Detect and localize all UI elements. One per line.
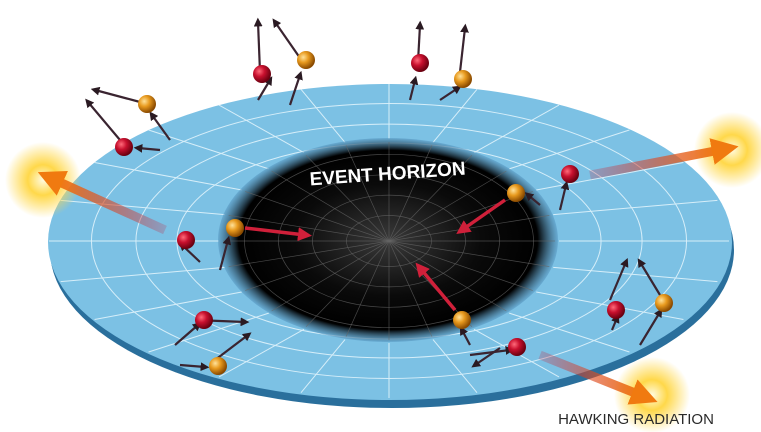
pair-arrow xyxy=(257,76,273,101)
horizon-spoke xyxy=(305,240,390,327)
horizon-spoke xyxy=(228,240,390,267)
red-particle xyxy=(115,138,133,156)
radiation-beam xyxy=(538,350,658,405)
pair-arrow xyxy=(90,86,141,104)
pair-arrow xyxy=(459,326,471,346)
hawking-radiation-label: HAWKING RADIATION xyxy=(558,411,714,428)
grid-spoke xyxy=(509,129,630,170)
horizon-spoke xyxy=(388,191,533,242)
horizon-spoke xyxy=(305,155,390,242)
grid-spoke xyxy=(553,266,718,283)
pair-arrow xyxy=(608,257,629,301)
particles xyxy=(5,17,761,432)
pair-arrow xyxy=(524,192,541,206)
pair-arrow xyxy=(610,313,620,331)
horizon-ring xyxy=(346,215,432,267)
horizon-spoke xyxy=(388,240,507,312)
horizon-spoke xyxy=(388,170,507,242)
pair-arrow xyxy=(408,75,419,101)
grid-spoke xyxy=(300,89,346,143)
grid-spoke xyxy=(218,104,305,154)
horizon-spoke xyxy=(271,240,390,312)
infall-arrow xyxy=(456,198,507,235)
horizon-spoke xyxy=(388,155,473,242)
radiation-beam xyxy=(37,171,167,235)
pair-arrow xyxy=(174,322,202,346)
grid-spoke xyxy=(94,162,242,191)
horizon-ring xyxy=(312,194,466,288)
pair-arrow xyxy=(179,362,210,372)
radiation-beam xyxy=(589,138,739,180)
grid-spoke xyxy=(60,199,225,216)
grid-spoke xyxy=(509,312,630,353)
horizon-ring xyxy=(278,174,500,308)
pair-arrow xyxy=(288,70,303,106)
horizon-spoke xyxy=(388,240,433,337)
grid-spoke xyxy=(218,328,305,378)
orange-particle xyxy=(226,219,244,237)
grid-spoke xyxy=(432,89,478,143)
red-particle xyxy=(607,301,625,319)
pair-arrow xyxy=(458,23,469,73)
disk-grid xyxy=(49,84,729,398)
horizon-spoke xyxy=(245,191,390,242)
pair-arrow xyxy=(272,18,301,59)
radiation-glow xyxy=(5,142,81,218)
orange-particle xyxy=(209,357,227,375)
horizon-ring xyxy=(244,153,534,329)
orange-particle xyxy=(507,184,525,202)
pair-arrow xyxy=(149,111,171,141)
pair-arrow xyxy=(469,346,515,357)
grid-spoke xyxy=(60,266,225,283)
red-particle xyxy=(561,165,579,183)
pair-arrow xyxy=(85,98,121,141)
infall-arrow xyxy=(244,226,312,242)
orange-particle xyxy=(454,70,472,88)
grid-spoke xyxy=(553,199,718,216)
orange-particle xyxy=(297,51,315,69)
horizon-spoke xyxy=(388,145,433,242)
grid-spoke xyxy=(432,339,478,393)
grid-spoke xyxy=(94,291,242,320)
red-particle xyxy=(411,54,429,72)
orange-particle xyxy=(655,294,673,312)
orange-particle xyxy=(453,311,471,329)
pair-arrow xyxy=(218,235,232,271)
red-particle xyxy=(195,311,213,329)
pair-arrow xyxy=(637,258,661,296)
horizon-spoke xyxy=(388,240,533,291)
grid-spoke xyxy=(300,339,346,393)
horizon-spoke xyxy=(271,170,390,242)
pair-arrow xyxy=(214,332,252,361)
horizon-spoke xyxy=(345,240,390,337)
pair-arrow xyxy=(439,85,462,101)
pair-arrow xyxy=(253,17,263,73)
horizon-spoke xyxy=(245,240,390,291)
grid-spoke xyxy=(473,104,560,154)
pair-arrow xyxy=(558,180,570,211)
horizon-spoke xyxy=(388,240,550,267)
orange-particle xyxy=(138,95,156,113)
infall-arrow xyxy=(415,262,457,312)
horizon-spoke xyxy=(345,145,390,242)
pair-arrow xyxy=(639,308,663,346)
red-particle xyxy=(508,338,526,356)
red-particle xyxy=(253,65,271,83)
pair-arrow xyxy=(133,144,161,153)
red-particle xyxy=(177,231,195,249)
